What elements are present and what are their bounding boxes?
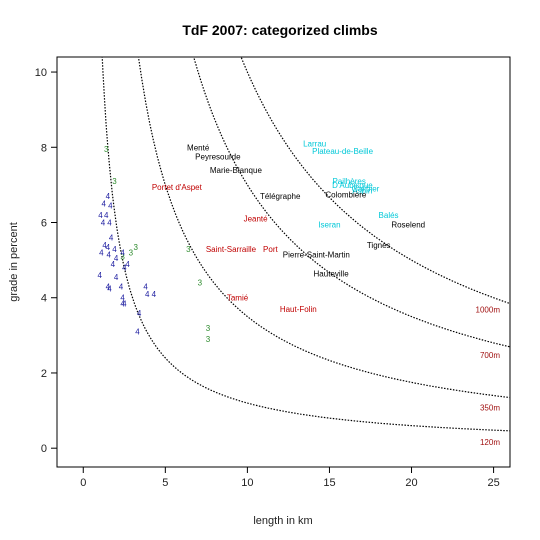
climb-point-cat2: Jeanté xyxy=(244,215,269,224)
x-tick-label: 5 xyxy=(162,477,168,489)
x-axis-label: length in km xyxy=(253,515,312,527)
climb-point-cat2: Port xyxy=(263,245,278,254)
climb-point-cat1: Pierre-Saint-Martin xyxy=(283,250,350,259)
climb-point-cat2: Tamié xyxy=(227,294,249,303)
height-curve-350m xyxy=(137,57,510,399)
height-curve-700m xyxy=(193,57,510,348)
climb-point-cat4: 4 xyxy=(104,211,109,220)
climb-point-cat4: 4 xyxy=(106,243,111,252)
climb-point-cat1: Roselend xyxy=(391,220,425,229)
y-tick-label: 8 xyxy=(41,142,47,154)
climb-point-cat3: 3 xyxy=(206,335,211,344)
climb-point-cat4: 4 xyxy=(137,309,142,318)
height-curves xyxy=(101,57,510,432)
x-tick-label: 10 xyxy=(241,477,253,489)
x-tick-label: 15 xyxy=(323,477,335,489)
chart-title: TdF 2007: categorized climbs xyxy=(182,22,377,38)
climb-point-cat4: 4 xyxy=(122,264,127,273)
climb-point-cat4: 4 xyxy=(112,245,117,254)
climb-point-cat4: 4 xyxy=(152,290,157,299)
climb-point-cat4: 4 xyxy=(143,282,148,291)
climb-point-cat1: Marie-Blanque xyxy=(210,166,263,175)
climb-point-cat4: 4 xyxy=(114,254,119,263)
climb-point-cat1: Peyresourde xyxy=(195,153,241,162)
climb-point-cat4: 4 xyxy=(119,282,124,291)
climb-point-cat4: 4 xyxy=(135,328,140,337)
climb-point-cat2: Portet d'Aspet xyxy=(152,183,203,192)
climb-point-cat4: 4 xyxy=(120,294,125,303)
climb-point-cat4: 4 xyxy=(125,260,130,269)
climb-point-hc: Aspin xyxy=(352,187,372,196)
climb-point-cat1: Colombière xyxy=(325,190,366,199)
climb-point-cat4: 4 xyxy=(99,249,104,258)
height-curve-label-700m: 700m xyxy=(480,351,500,360)
climb-point-hc: Iseran xyxy=(318,220,340,229)
y-tick-label: 2 xyxy=(41,368,47,380)
climb-point-cat3: 3 xyxy=(120,252,125,261)
height-curve-120m xyxy=(101,57,510,432)
climb-point-cat3: 3 xyxy=(129,249,134,258)
climb-point-cat3: 3 xyxy=(112,177,117,186)
height-curve-label-1000m: 1000m xyxy=(476,306,501,315)
climb-point-cat3: 3 xyxy=(134,243,139,252)
climb-point-cat4: 4 xyxy=(145,290,150,299)
y-axis: 0 2 4 6 8 10 xyxy=(35,67,58,455)
climb-point-cat2: Saint-Sarraille xyxy=(206,245,257,254)
climb-point-hc: Galibier xyxy=(352,185,380,194)
height-curve-label-350m: 350m xyxy=(480,404,500,413)
climb-point-cat3: 3 xyxy=(104,145,109,154)
climb-point-cat4: 4 xyxy=(107,284,112,293)
climb-point-cat2: Haut-Folin xyxy=(280,305,317,314)
climb-point-cat1: Menté xyxy=(187,143,210,152)
climb-point-cat4: 4 xyxy=(102,241,107,250)
climb-point-cat4: 4 xyxy=(120,249,125,258)
climb-point-cat1: Hauteville xyxy=(314,269,350,278)
x-tick-label: 0 xyxy=(80,477,86,489)
height-curve-label-120m: 120m xyxy=(480,438,500,447)
climb-point-cat4: 4 xyxy=(97,271,102,280)
climb-point-hc: Balés xyxy=(379,211,399,220)
climb-point-cat1: Tignes xyxy=(367,241,391,250)
climb-point-cat4: 4 xyxy=(114,273,119,282)
x-tick-label: 20 xyxy=(405,477,417,489)
climb-point-cat4: 4 xyxy=(107,219,112,228)
height-curve-1000m xyxy=(240,57,510,305)
y-tick-label: 6 xyxy=(41,218,47,230)
climb-point-cat4: 4 xyxy=(120,299,125,308)
y-tick-label: 4 xyxy=(41,293,47,305)
climb-point-cat3: 3 xyxy=(198,279,203,288)
climb-point-hc: Larrau xyxy=(303,140,326,149)
climb-point-cat4: 4 xyxy=(109,234,114,243)
climb-point-hc: Pailhères xyxy=(332,177,365,186)
x-tick-label: 25 xyxy=(487,477,499,489)
climb-point-cat3: 3 xyxy=(206,324,211,333)
height-curve-labels: 120m 350m 700m 1000m xyxy=(476,306,501,447)
climb-point-cat4: 4 xyxy=(98,211,103,220)
climb-point-cat1: Télégraphe xyxy=(260,192,301,201)
y-tick-label: 10 xyxy=(35,67,47,79)
climb-point-cat4: 4 xyxy=(101,219,106,228)
y-tick-label: 0 xyxy=(41,443,47,455)
x-axis: 0 5 10 15 20 25 xyxy=(80,466,500,489)
climb-point-cat4: 4 xyxy=(102,200,107,209)
climb-point-cat4: 4 xyxy=(106,250,111,259)
y-axis-label: grade in percent xyxy=(8,222,20,302)
climb-point-cat4: 4 xyxy=(106,192,111,201)
climb-point-hc: Plateau-de-Beille xyxy=(312,147,373,156)
climb-point-cat4: 4 xyxy=(111,260,116,269)
climb-point-cat4: 4 xyxy=(108,202,113,211)
climb-point-cat3: 3 xyxy=(186,245,191,254)
climb-point-cat4: 4 xyxy=(106,282,111,291)
climb-point-cat4: 4 xyxy=(122,299,127,308)
climb-point-hc: D'Aubisque xyxy=(332,181,373,190)
